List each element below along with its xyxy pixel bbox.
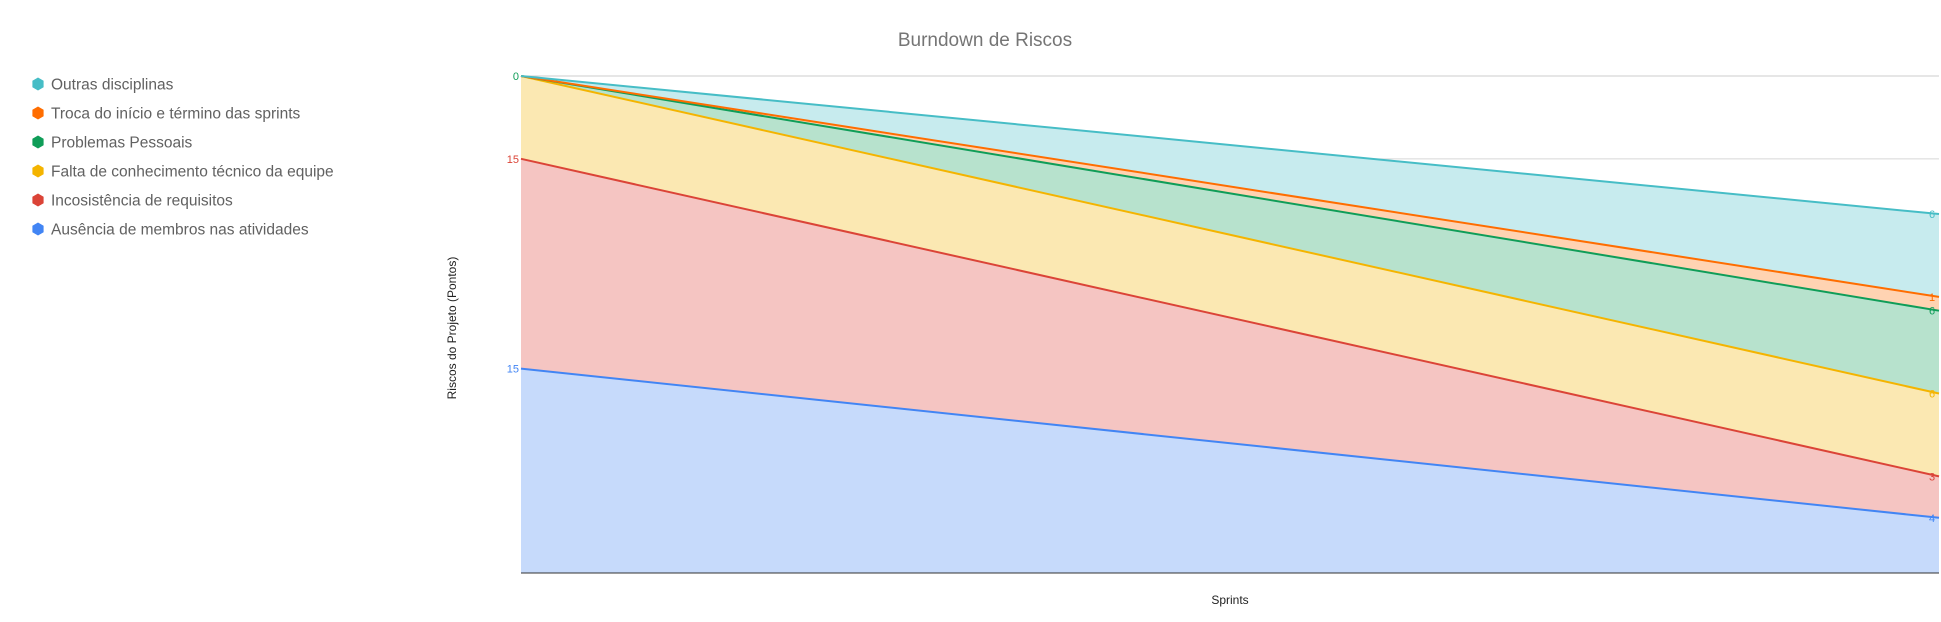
x-axis-title: Sprints: [1211, 593, 1248, 607]
data-label: 6: [1929, 389, 1935, 401]
legend: Outras disciplinas Troca do início e térm…: [32, 77, 334, 239]
series-line-0: [520, 367, 1940, 519]
legend-label: Outras disciplinas: [51, 77, 174, 94]
series-line-5: [520, 75, 1940, 216]
series-line-1: [520, 157, 1940, 478]
data-label: 6: [1929, 306, 1935, 318]
area-1: [521, 158, 1939, 518]
data-label: 0: [513, 71, 519, 83]
legend-label: Falta de conhecimento técnico da equipe: [51, 164, 334, 181]
series-line-3: [520, 75, 1940, 312]
data-label: 15: [507, 364, 519, 376]
series-line-2: [520, 75, 1940, 395]
data-label: 4: [1929, 513, 1935, 525]
data-label: 3: [1929, 471, 1935, 483]
stacked-areas: [521, 76, 1939, 573]
chart-title: Burndown de Riscos: [898, 30, 1072, 51]
series-lines: [520, 75, 1940, 519]
legend-marker: [32, 135, 44, 149]
area-2: [521, 76, 1939, 477]
legend-marker: [32, 164, 44, 178]
legend-marker: [32, 193, 44, 207]
data-label: 15: [507, 154, 519, 166]
series-line-4: [520, 75, 1940, 298]
y-axis-title: Riscos do Projeto (Pontos): [445, 257, 459, 400]
data-label: 6: [1929, 209, 1935, 221]
area-0: [521, 368, 1939, 573]
legend-label: Ausência de membros nas atividades: [51, 222, 309, 239]
data-labels: 15 4 15 3 6 0 6 1 6: [507, 71, 1935, 525]
legend-marker: [32, 222, 44, 236]
data-label: 1: [1929, 292, 1935, 304]
legend-label: Problemas Pessoais: [51, 135, 193, 152]
legend-marker: [32, 106, 44, 120]
legend-label: Troca do início e término das sprints: [51, 106, 301, 123]
legend-label: Incosistência de requisitos: [51, 193, 233, 210]
legend-marker: [32, 77, 44, 91]
